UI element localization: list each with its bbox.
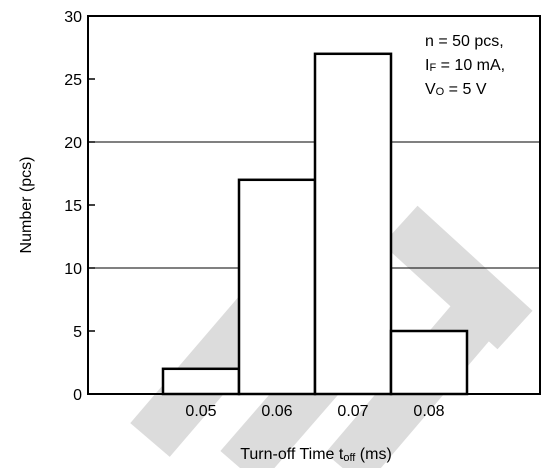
annotation-subscript: O xyxy=(436,86,445,98)
bars xyxy=(161,52,469,396)
annotation-line: IF = 10 mA, xyxy=(425,57,505,74)
x-tick-label: 0.05 xyxy=(185,403,216,420)
x-axis-label-unit: (ms) xyxy=(355,446,391,463)
x-tick-label: 0.06 xyxy=(261,403,292,420)
y-axis-ticks: 0 5 10 15 20 25 30 xyxy=(64,9,95,404)
annotation-main: I xyxy=(425,57,429,74)
annotation-main: V xyxy=(425,81,436,98)
annotation-main: n = 50 pcs, xyxy=(425,33,504,50)
y-tick-label: 25 xyxy=(64,72,82,89)
x-axis-label-subscript: off xyxy=(343,452,356,464)
bar xyxy=(237,178,317,396)
annotation-subscript: F xyxy=(429,62,436,74)
y-tick-label: 5 xyxy=(73,324,82,341)
annotation-rest: = 5 V xyxy=(444,81,487,98)
y-tick-label: 0 xyxy=(73,387,82,404)
y-tick-label: 30 xyxy=(64,9,82,26)
x-axis-label-main: Turn-off Time t xyxy=(240,446,344,463)
x-tick-label: 0.07 xyxy=(337,403,368,420)
y-tick-label: 20 xyxy=(64,135,82,152)
annotation-rest: = 10 mA, xyxy=(436,57,505,74)
y-tick-label: 10 xyxy=(64,261,82,278)
y-axis-label: Number (pcs) xyxy=(18,157,35,254)
bar xyxy=(313,52,393,396)
annotation-line: n = 50 pcs, xyxy=(425,33,504,50)
bar xyxy=(161,367,241,396)
bar xyxy=(389,329,469,396)
x-tick-label: 0.08 xyxy=(413,403,444,420)
watermark-stroke xyxy=(382,205,533,350)
conditions-annotation: n = 50 pcs,IF = 10 mA,VO = 5 V xyxy=(425,33,505,98)
x-axis-label: Turn-off Time toff (ms) xyxy=(240,446,392,464)
annotation-line: VO = 5 V xyxy=(425,81,487,98)
y-tick-label: 15 xyxy=(64,198,82,215)
x-axis-ticks: 0.05 0.06 0.07 0.08 xyxy=(185,403,444,420)
